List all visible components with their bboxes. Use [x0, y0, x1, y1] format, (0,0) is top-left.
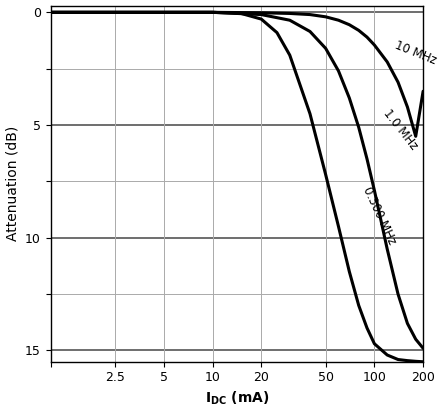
- Text: 0.300 MHz: 0.300 MHz: [360, 184, 398, 246]
- X-axis label: $\mathbf{I_{DC}}$ (mA): $\mathbf{I_{DC}}$ (mA): [205, 390, 269, 408]
- Text: 1.0 MHz: 1.0 MHz: [381, 107, 421, 152]
- Text: 10 MHz: 10 MHz: [393, 39, 438, 67]
- Y-axis label: Attenuation (dB): Attenuation (dB): [5, 126, 20, 241]
